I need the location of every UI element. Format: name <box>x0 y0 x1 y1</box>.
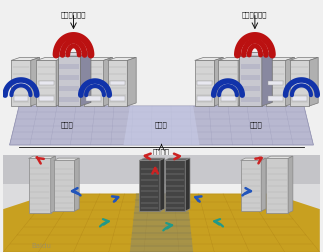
Polygon shape <box>266 58 295 61</box>
Polygon shape <box>54 161 74 211</box>
Polygon shape <box>238 58 247 107</box>
Polygon shape <box>130 194 193 252</box>
Text: 机房专用空调: 机房专用空调 <box>242 12 268 18</box>
Polygon shape <box>80 53 91 107</box>
Polygon shape <box>290 61 309 107</box>
Polygon shape <box>262 53 272 107</box>
FancyBboxPatch shape <box>87 97 101 101</box>
Polygon shape <box>36 61 56 107</box>
Polygon shape <box>11 61 31 107</box>
Polygon shape <box>3 155 320 184</box>
FancyBboxPatch shape <box>39 97 54 101</box>
Polygon shape <box>58 57 80 107</box>
Polygon shape <box>28 156 56 159</box>
Polygon shape <box>3 194 320 252</box>
Polygon shape <box>56 58 65 107</box>
Polygon shape <box>28 159 51 213</box>
FancyBboxPatch shape <box>241 87 260 91</box>
Polygon shape <box>104 58 112 107</box>
Text: Baidu: Baidu <box>31 242 51 248</box>
Polygon shape <box>165 161 185 211</box>
Polygon shape <box>127 58 136 107</box>
Polygon shape <box>108 58 136 61</box>
Polygon shape <box>11 58 40 61</box>
FancyBboxPatch shape <box>39 81 54 86</box>
Polygon shape <box>309 58 318 107</box>
FancyBboxPatch shape <box>241 76 260 81</box>
Polygon shape <box>266 156 293 159</box>
Polygon shape <box>139 161 160 211</box>
Polygon shape <box>272 155 320 252</box>
Polygon shape <box>139 159 165 161</box>
FancyBboxPatch shape <box>110 81 125 86</box>
FancyBboxPatch shape <box>59 98 79 102</box>
Text: 热通道: 热通道 <box>250 120 263 127</box>
FancyBboxPatch shape <box>87 81 101 86</box>
Polygon shape <box>84 58 112 61</box>
Polygon shape <box>239 57 262 107</box>
Polygon shape <box>218 58 247 61</box>
Polygon shape <box>74 159 79 211</box>
FancyBboxPatch shape <box>292 81 307 86</box>
Polygon shape <box>3 155 51 252</box>
Polygon shape <box>160 159 165 211</box>
Polygon shape <box>195 61 214 107</box>
Polygon shape <box>36 58 65 61</box>
Polygon shape <box>261 159 266 211</box>
Text: 热通道: 热通道 <box>60 120 73 127</box>
FancyBboxPatch shape <box>292 97 307 101</box>
Polygon shape <box>241 159 266 161</box>
FancyBboxPatch shape <box>59 65 79 70</box>
FancyBboxPatch shape <box>241 65 260 70</box>
Polygon shape <box>165 159 190 161</box>
Polygon shape <box>239 53 272 57</box>
Polygon shape <box>51 156 56 213</box>
FancyBboxPatch shape <box>197 97 212 101</box>
Polygon shape <box>58 53 91 57</box>
FancyBboxPatch shape <box>59 87 79 91</box>
Polygon shape <box>214 58 223 107</box>
Polygon shape <box>123 107 200 145</box>
Polygon shape <box>288 156 293 213</box>
Polygon shape <box>84 61 104 107</box>
FancyBboxPatch shape <box>221 81 235 86</box>
Polygon shape <box>218 61 238 107</box>
Text: 机房专用空调: 机房专用空调 <box>61 12 86 18</box>
FancyBboxPatch shape <box>14 97 28 101</box>
Polygon shape <box>108 61 127 107</box>
Polygon shape <box>286 58 295 107</box>
FancyBboxPatch shape <box>268 97 283 101</box>
Polygon shape <box>266 159 288 213</box>
FancyBboxPatch shape <box>221 97 235 101</box>
FancyBboxPatch shape <box>241 98 260 102</box>
Polygon shape <box>195 58 223 61</box>
Polygon shape <box>31 58 40 107</box>
FancyBboxPatch shape <box>110 97 125 101</box>
FancyBboxPatch shape <box>268 81 283 86</box>
Polygon shape <box>10 107 313 145</box>
Text: 冷通道: 冷通道 <box>155 120 168 127</box>
Polygon shape <box>185 159 190 211</box>
FancyBboxPatch shape <box>197 81 212 86</box>
Polygon shape <box>54 159 79 161</box>
Polygon shape <box>241 161 261 211</box>
FancyBboxPatch shape <box>59 76 79 81</box>
Text: 微孔地板: 微孔地板 <box>153 148 170 154</box>
Polygon shape <box>266 61 286 107</box>
FancyBboxPatch shape <box>14 81 28 86</box>
Polygon shape <box>290 58 318 61</box>
